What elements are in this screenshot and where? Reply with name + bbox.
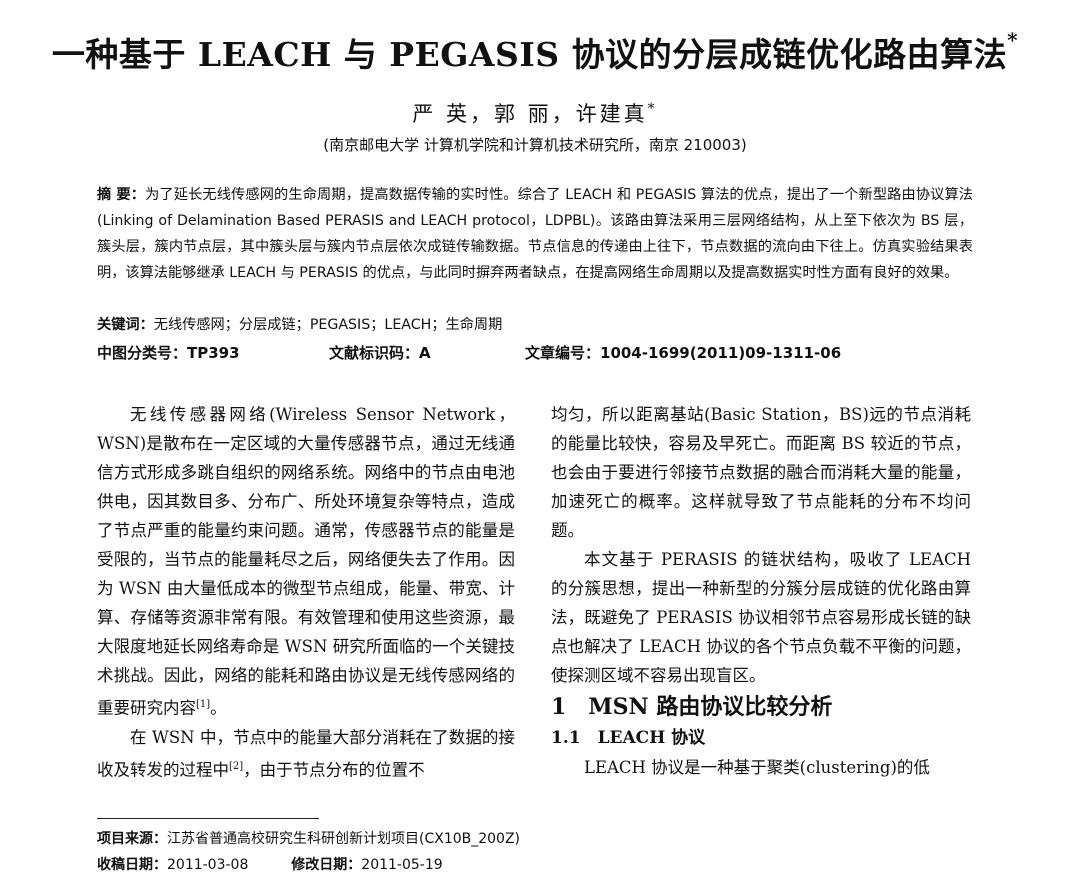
keywords-text: 无线传感网；分层成链；PEGASIS；LEACH；生命周期: [153, 317, 503, 333]
funding-footnote: 项目来源：江苏省普通高校研究生科研创新计划项目(CX10B_200Z): [97, 828, 520, 848]
body-paragraph: 本文基于 PERASIS 的链状结构，吸收了 LEACH 的分簇思想，提出一种新…: [551, 550, 971, 685]
abstract-text: 为了延长无线传感网的生命周期，提高数据传输的实时性。综合了 LEACH 和 PE…: [97, 187, 973, 281]
right-column: 均匀，所以距离基站(Basic Station，BS)远的节点消耗的能量比较快，…: [551, 400, 971, 782]
subsection-heading: 1.1 LEACH 协议: [551, 728, 706, 748]
affiliation: (南京邮电大学 计算机学院和计算机技术研究所，南京 210003): [323, 136, 747, 154]
document-code: 文献标识码：A: [329, 344, 431, 362]
dates-footnote: 收稿日期：2011-03-08 修改日期：2011-05-19: [97, 854, 443, 874]
keywords: 关键词：无线传感网；分层成链；PEGASIS；LEACH；生命周期: [97, 314, 973, 334]
funding-text: 江苏省普通高校研究生科研创新计划项目(CX10B_200Z): [167, 831, 521, 847]
author-footnote-mark: *: [647, 101, 658, 117]
paragraph-text: 在 WSN 中，节点中的能量大部分消耗在了数据的接收及转发的过程中: [97, 727, 515, 780]
revised-label: 修改日期：: [291, 857, 362, 873]
body-paragraph: 均匀，所以距离基站(Basic Station，BS)远的节点消耗的能量比较快，…: [551, 405, 971, 540]
paper-title-text: 一种基于 LEACH 与 PEGASIS 协议的分层成链优化路由算法: [51, 35, 1008, 74]
received-label: 收稿日期：: [97, 857, 167, 873]
left-column: 无线传感器网络(Wireless Sensor Network，WSN)是散布在…: [97, 400, 515, 784]
body-paragraph: 在 WSN 中，节点中的能量大部分消耗在了数据的接收及转发的过程中[2]，由于节…: [97, 723, 515, 785]
revised-date: 2011-05-19: [361, 857, 443, 873]
paragraph-text: 无线传感器网络(Wireless Sensor Network，WSN)是散布在…: [97, 405, 515, 718]
funding-label: 项目来源：: [97, 831, 167, 847]
author-line: 严 英，郭 丽，许建真*: [0, 98, 1070, 128]
authors-text: 严 英，郭 丽，许建真: [412, 102, 648, 126]
paragraph-end: 。: [210, 698, 227, 718]
body-paragraph: 无线传感器网络(Wireless Sensor Network，WSN)是散布在…: [97, 400, 515, 723]
article-number: 文章编号：1004-1699(2011)09-1311-06: [525, 344, 842, 362]
paragraph-end: ，由于节点分布的位置不: [243, 760, 425, 779]
paper-title: 一种基于 LEACH 与 PEGASIS 协议的分层成链优化路由算法*: [0, 28, 1070, 76]
title-footnote-mark: *: [1007, 28, 1019, 52]
clc-number: 中图分类号：TP393: [97, 344, 240, 362]
keywords-label: 关键词：: [97, 317, 154, 333]
citation-ref: [2]: [229, 760, 244, 772]
section-heading: 1 MSN 路由协议比较分析: [551, 694, 833, 720]
body-paragraph: LEACH 协议是一种基于聚类(clustering)的低: [584, 758, 930, 777]
abstract-label: 摘 要：: [97, 187, 146, 203]
footnote-divider: [97, 818, 319, 819]
received-date: 2011-03-08: [167, 857, 249, 873]
abstract: 摘 要：为了延长无线传感网的生命周期，提高数据传输的实时性。综合了 LEACH …: [97, 182, 973, 286]
citation-ref: [1]: [196, 699, 211, 710]
